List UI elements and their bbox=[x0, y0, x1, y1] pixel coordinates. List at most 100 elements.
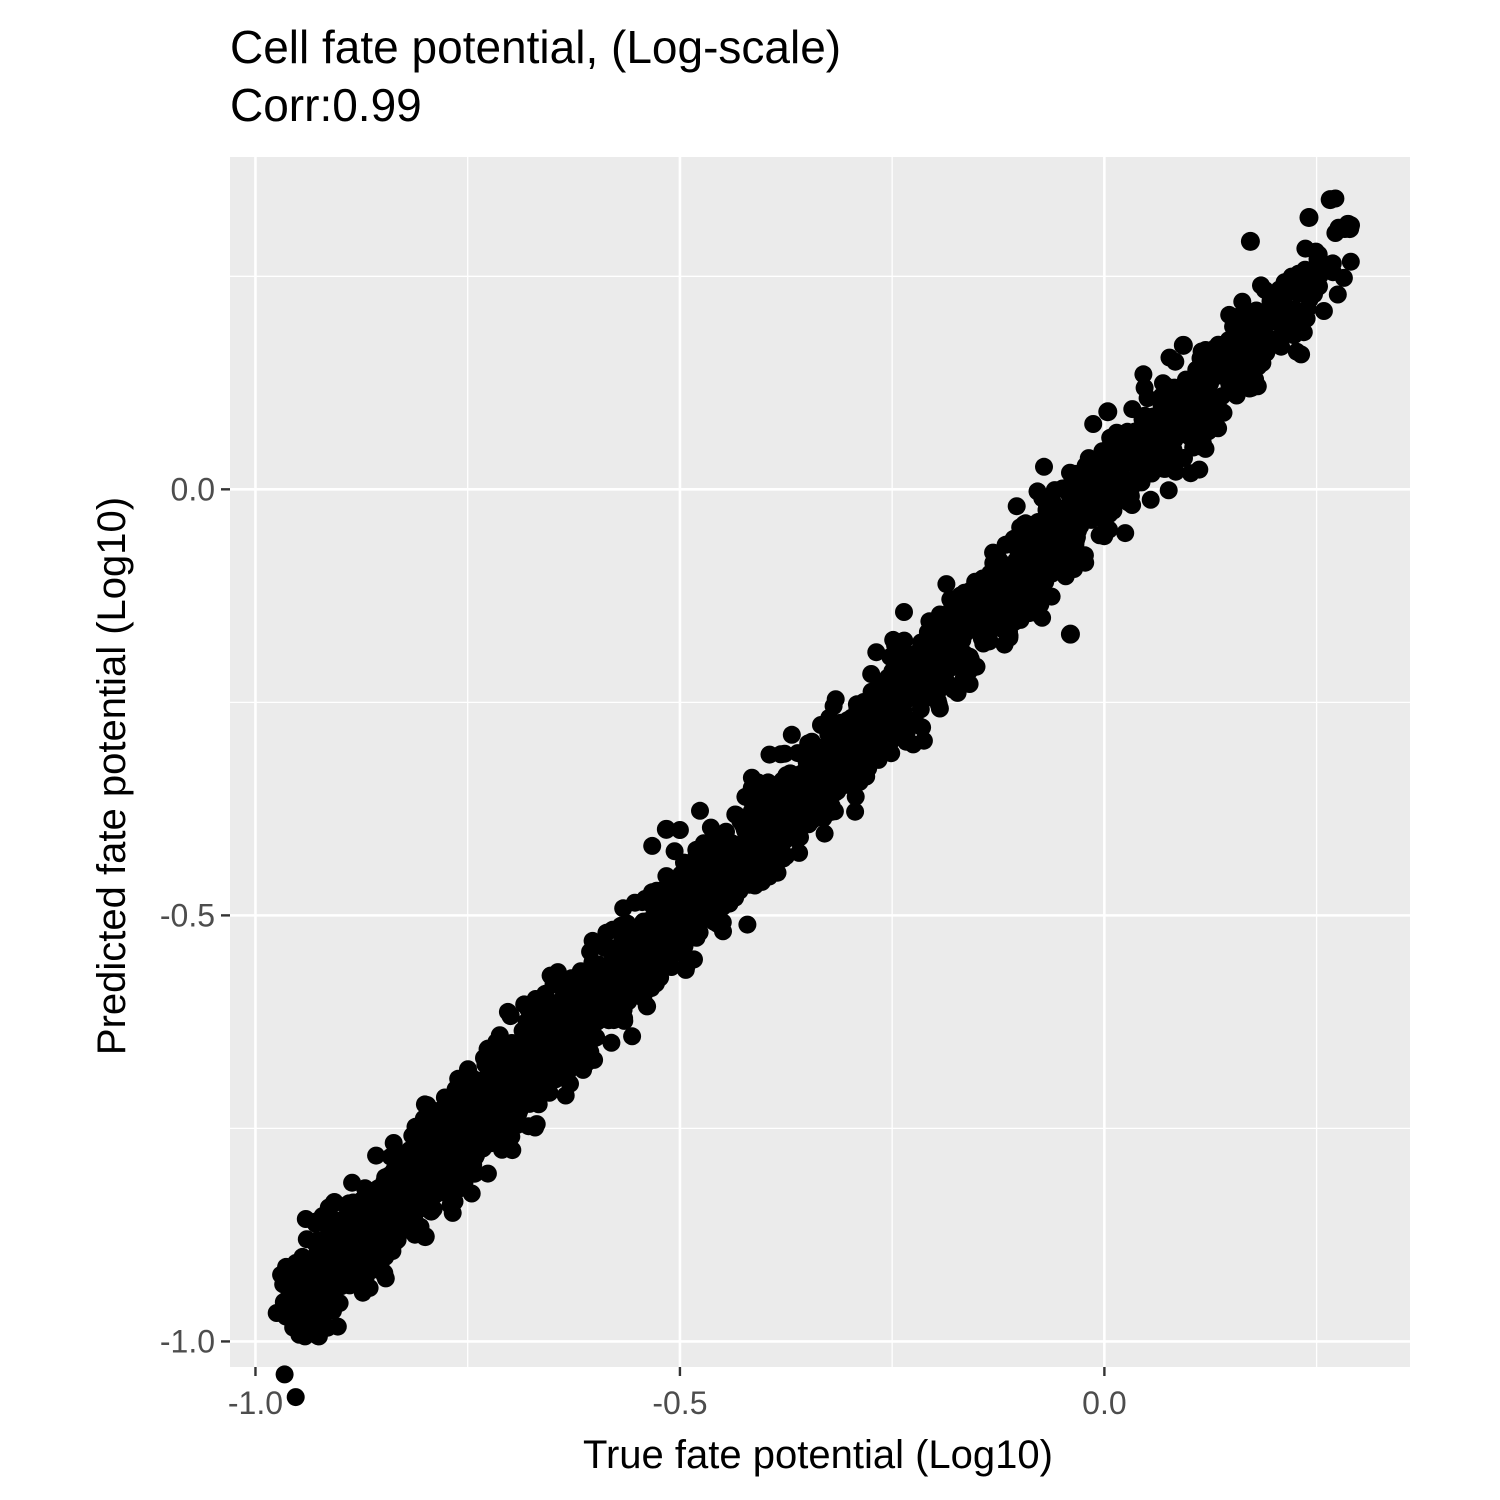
data-point bbox=[1251, 343, 1270, 362]
data-point bbox=[989, 581, 1008, 600]
data-point bbox=[491, 1060, 510, 1078]
data-point bbox=[1320, 190, 1340, 210]
data-point bbox=[1033, 608, 1052, 627]
data-point bbox=[389, 1200, 408, 1219]
x-axis-label: True fate potential (Log10) bbox=[583, 1433, 1053, 1477]
data-point bbox=[826, 690, 845, 709]
data-point bbox=[308, 1247, 328, 1267]
data-point bbox=[643, 836, 662, 855]
data-point bbox=[883, 724, 902, 743]
data-point bbox=[595, 938, 614, 957]
data-point bbox=[1028, 513, 1048, 533]
data-point bbox=[674, 931, 693, 950]
data-point bbox=[833, 726, 852, 745]
data-point bbox=[912, 633, 931, 652]
chart-subtitle: Corr:0.99 bbox=[230, 79, 422, 131]
data-point bbox=[423, 1167, 442, 1185]
data-point bbox=[895, 631, 914, 650]
data-point bbox=[1240, 379, 1259, 398]
data-point bbox=[343, 1173, 362, 1192]
data-point bbox=[1285, 280, 1304, 298]
data-point bbox=[623, 1027, 642, 1046]
data-point bbox=[539, 1060, 558, 1079]
chart-title: Cell fate potential, (Log-scale) bbox=[230, 21, 842, 73]
y-axis: -1.0 -0.5 0.0 bbox=[160, 471, 230, 1359]
data-point bbox=[335, 1260, 355, 1280]
data-point bbox=[846, 802, 865, 821]
data-point bbox=[1035, 457, 1053, 476]
data-point bbox=[935, 666, 954, 685]
data-point bbox=[500, 1081, 519, 1100]
y-tick-label: 0.0 bbox=[171, 471, 215, 507]
data-point bbox=[1160, 348, 1179, 367]
data-point bbox=[275, 1365, 294, 1384]
data-point bbox=[443, 1203, 462, 1222]
data-point bbox=[602, 963, 621, 982]
data-point bbox=[632, 970, 651, 989]
data-point bbox=[775, 744, 794, 763]
data-point bbox=[1328, 285, 1347, 304]
data-point bbox=[1340, 219, 1360, 239]
x-tick-label: 0.0 bbox=[1082, 1385, 1126, 1421]
data-point bbox=[701, 818, 720, 837]
data-point bbox=[1189, 417, 1208, 436]
data-point bbox=[1001, 594, 1019, 613]
data-point bbox=[826, 746, 845, 765]
data-point bbox=[375, 1222, 395, 1242]
data-point bbox=[284, 1318, 303, 1337]
data-point bbox=[300, 1306, 318, 1324]
data-point bbox=[419, 1148, 438, 1167]
data-point bbox=[1160, 435, 1179, 454]
data-point bbox=[846, 787, 865, 806]
data-point bbox=[819, 775, 838, 794]
data-point bbox=[1224, 317, 1243, 336]
data-point bbox=[1220, 375, 1239, 394]
data-point bbox=[760, 867, 779, 886]
data-point bbox=[1314, 302, 1333, 320]
data-point bbox=[867, 643, 886, 662]
data-point bbox=[941, 590, 960, 609]
data-point bbox=[1233, 292, 1252, 311]
data-point bbox=[1173, 335, 1193, 355]
data-point bbox=[883, 662, 902, 681]
data-point bbox=[274, 1292, 294, 1312]
data-point bbox=[877, 741, 896, 760]
data-point bbox=[550, 1043, 569, 1062]
data-point bbox=[369, 1197, 388, 1216]
data-point bbox=[1292, 345, 1311, 364]
data-point bbox=[1181, 464, 1200, 483]
data-point bbox=[356, 1271, 375, 1289]
data-point bbox=[602, 1033, 621, 1052]
data-point bbox=[723, 836, 742, 855]
data-point bbox=[1042, 494, 1061, 513]
data-point bbox=[967, 608, 986, 627]
data-point bbox=[290, 1293, 309, 1312]
data-point bbox=[991, 552, 1010, 571]
y-axis-label: Predicted fate potential (Log10) bbox=[90, 497, 134, 1055]
data-point bbox=[740, 875, 759, 894]
data-point bbox=[438, 1126, 457, 1145]
data-point bbox=[1205, 339, 1224, 358]
data-point bbox=[948, 682, 967, 700]
data-point bbox=[742, 768, 761, 787]
data-point bbox=[315, 1284, 334, 1303]
data-point bbox=[572, 1011, 591, 1029]
data-point bbox=[670, 883, 689, 902]
data-point bbox=[1216, 357, 1235, 376]
data-point bbox=[529, 1081, 548, 1100]
data-point bbox=[929, 695, 948, 714]
data-point bbox=[354, 1257, 373, 1276]
data-point bbox=[471, 1090, 491, 1110]
data-point bbox=[490, 1026, 509, 1045]
data-point bbox=[815, 824, 834, 843]
data-point bbox=[521, 1066, 540, 1085]
data-point bbox=[850, 772, 869, 791]
data-point bbox=[474, 1112, 493, 1131]
major-gridlines bbox=[230, 157, 1410, 1367]
data-point bbox=[634, 913, 653, 932]
data-point bbox=[995, 621, 1014, 640]
y-tick-label: -1.0 bbox=[160, 1323, 215, 1359]
data-point bbox=[1134, 365, 1153, 384]
data-point bbox=[842, 753, 862, 773]
